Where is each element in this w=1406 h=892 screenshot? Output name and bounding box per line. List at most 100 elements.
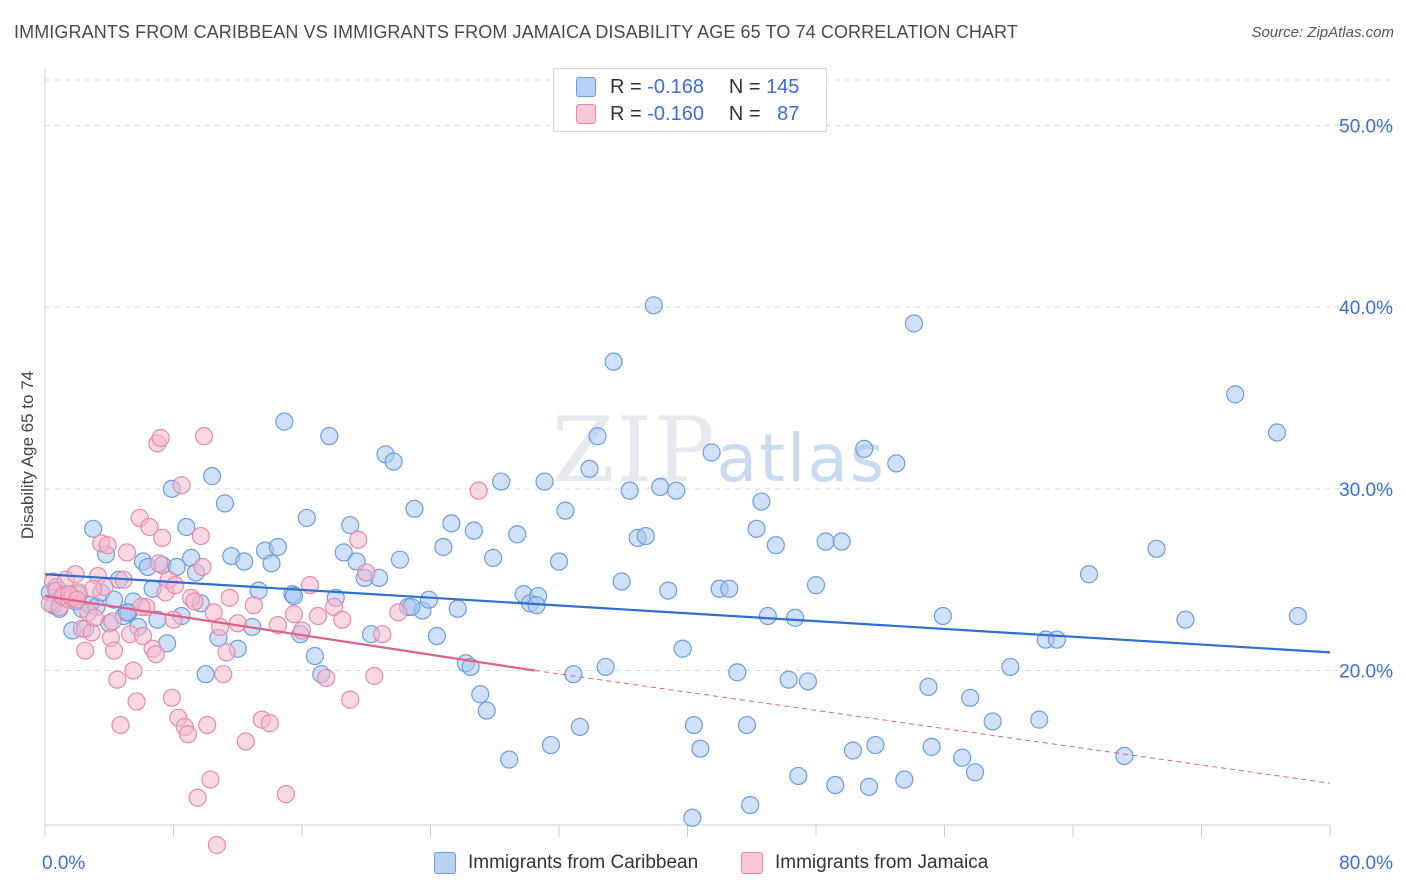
point-jamaica xyxy=(66,565,85,584)
bottom-legend-label-jamaica: Immigrants from Jamaica xyxy=(775,852,989,873)
point-caribbean xyxy=(604,352,623,371)
point-jamaica xyxy=(201,770,220,789)
point-jamaica xyxy=(76,641,95,660)
point-caribbean xyxy=(464,521,483,540)
point-jamaica xyxy=(127,692,146,711)
point-caribbean xyxy=(390,550,410,569)
legend-r-value: -0.168 xyxy=(647,75,704,98)
bottom-legend-swatch-jamaica xyxy=(741,852,763,874)
point-caribbean xyxy=(922,737,941,756)
y-tick-label: 20.0% xyxy=(1339,662,1393,683)
point-caribbean xyxy=(659,581,678,600)
point-jamaica xyxy=(151,428,170,448)
trend-line-jamaica-extension xyxy=(534,670,1331,784)
point-caribbean xyxy=(961,688,980,707)
point-jamaica xyxy=(146,645,165,664)
bottom-legend-swatch-caribbean xyxy=(434,852,456,874)
point-caribbean xyxy=(1115,746,1134,766)
point-caribbean xyxy=(549,552,569,571)
point-caribbean xyxy=(1079,565,1099,584)
point-caribbean xyxy=(702,443,721,462)
bottom-legend-label-caribbean: Immigrants from Caribbean xyxy=(468,852,699,873)
point-jamaica xyxy=(185,592,204,611)
legend-n-value: 87 xyxy=(777,102,800,125)
point-caribbean xyxy=(826,775,845,795)
point-caribbean xyxy=(752,492,771,511)
point-caribbean xyxy=(789,766,808,786)
legend-swatch-caribbean xyxy=(576,77,596,97)
point-caribbean xyxy=(384,452,403,471)
point-jamaica xyxy=(149,554,169,573)
point-jamaica xyxy=(236,732,255,751)
point-caribbean xyxy=(500,750,519,769)
point-jamaica xyxy=(193,557,212,577)
point-jamaica xyxy=(284,605,304,624)
point-caribbean xyxy=(866,735,885,755)
point-jamaica xyxy=(341,690,360,709)
y-tick-label: 30.0% xyxy=(1339,480,1393,501)
point-caribbean xyxy=(492,472,511,491)
point-jamaica xyxy=(194,427,214,446)
point-caribbean xyxy=(855,439,874,458)
point-caribbean xyxy=(434,537,453,557)
legend-r-label: R = xyxy=(610,75,642,98)
legend-row-jamaica: R = -0.160 N = 87 xyxy=(576,102,799,126)
point-caribbean xyxy=(1030,710,1049,729)
legend-row-caribbean: R = -0.168 N = 145 xyxy=(576,75,799,99)
legend-n-label: N = xyxy=(728,102,761,125)
point-jamaica xyxy=(108,670,127,689)
point-caribbean xyxy=(442,514,461,533)
correlation-legend: R = -0.168 N = 145 R = -0.160 N = 87 xyxy=(553,68,827,132)
legend-r-value: -0.160 xyxy=(647,102,704,125)
point-caribbean xyxy=(334,543,353,562)
point-jamaica xyxy=(220,588,239,607)
point-jamaica xyxy=(469,481,488,500)
point-caribbean xyxy=(728,663,747,682)
legend-swatch-jamaica xyxy=(576,104,596,124)
point-caribbean xyxy=(779,670,798,689)
point-caribbean xyxy=(737,715,757,735)
point-caribbean xyxy=(580,459,599,478)
point-caribbean xyxy=(816,532,835,551)
point-jamaica xyxy=(117,543,137,562)
point-caribbean xyxy=(1288,606,1307,626)
point-jamaica xyxy=(373,625,392,644)
point-jamaica xyxy=(85,608,104,627)
point-caribbean xyxy=(448,599,467,618)
point-jamaica xyxy=(333,610,352,629)
point-jamaica xyxy=(178,725,198,744)
point-caribbean xyxy=(556,501,575,520)
point-jamaica xyxy=(316,668,336,687)
bottom-legend-jamaica: Immigrants from Jamaica xyxy=(741,852,988,874)
point-caribbean xyxy=(673,639,692,658)
point-jamaica xyxy=(191,526,210,546)
point-caribbean xyxy=(477,701,496,720)
point-caribbean xyxy=(104,590,124,609)
point-jamaica xyxy=(166,576,185,595)
point-caribbean xyxy=(843,741,863,760)
point-caribbean xyxy=(1001,657,1020,677)
point-jamaica xyxy=(98,536,117,555)
point-jamaica xyxy=(104,641,124,660)
chart-title: IMMIGRANTS FROM CARIBBEAN VS IMMIGRANTS … xyxy=(14,22,1018,42)
point-jamaica xyxy=(228,614,247,633)
point-caribbean xyxy=(766,536,785,555)
x-tick-label: 80.0% xyxy=(1339,853,1393,874)
point-caribbean xyxy=(275,412,294,431)
point-jamaica xyxy=(276,785,296,804)
y-tick-label: 40.0% xyxy=(1339,298,1393,319)
point-caribbean xyxy=(859,777,879,796)
watermark-atlas: atlas xyxy=(716,420,887,497)
point-caribbean xyxy=(588,427,607,446)
point-jamaica xyxy=(132,597,151,617)
point-caribbean xyxy=(1176,610,1195,629)
point-jamaica xyxy=(162,688,181,707)
point-caribbean xyxy=(471,685,490,704)
point-caribbean xyxy=(419,590,438,609)
point-caribbean xyxy=(1047,630,1067,649)
point-caribbean xyxy=(612,572,631,591)
point-caribbean xyxy=(320,427,339,446)
point-caribbean xyxy=(484,548,503,567)
point-jamaica xyxy=(133,626,153,646)
point-caribbean xyxy=(786,608,805,627)
